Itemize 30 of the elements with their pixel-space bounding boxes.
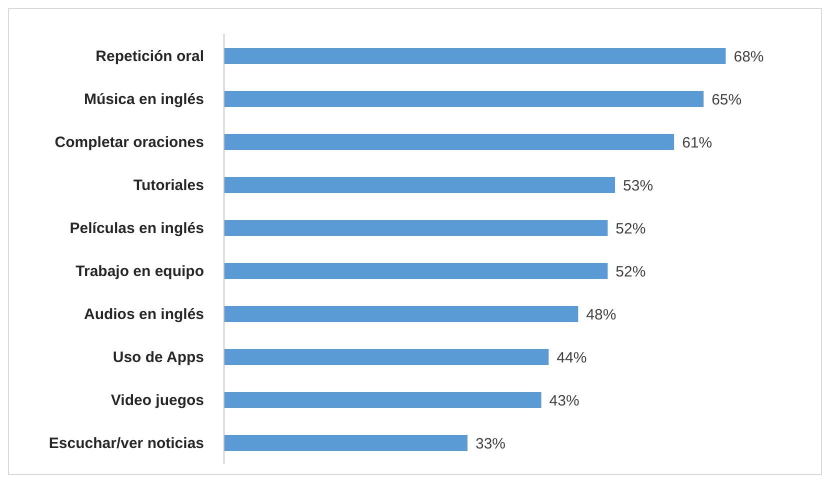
y-tick-label: Repetición oral	[96, 48, 204, 65]
y-tick-label: Trabajo en equipo	[76, 262, 204, 280]
bar	[224, 392, 542, 408]
y-tick-label: Uso de Apps	[112, 348, 204, 366]
bar	[224, 435, 468, 451]
data-label: 33%	[475, 435, 506, 452]
bar	[224, 134, 674, 150]
data-label: 52%	[616, 263, 646, 280]
bar	[224, 177, 616, 193]
bar	[224, 48, 726, 64]
data-label: 52%	[616, 220, 646, 238]
data-label: 61%	[682, 134, 712, 152]
y-tick-label: Completar oraciones	[54, 134, 204, 151]
data-label: 65%	[712, 91, 742, 108]
data-label: 53%	[623, 177, 654, 194]
data-label: 48%	[586, 306, 616, 324]
data-label: 43%	[549, 392, 580, 410]
bar	[224, 349, 549, 365]
y-tick-label: Audios en inglés	[84, 306, 204, 323]
bar	[224, 91, 704, 107]
y-tick-label: Escuchar/ver noticias	[48, 434, 204, 452]
y-tick-label: Películas en inglés	[70, 220, 204, 237]
bar	[224, 263, 608, 279]
bar	[224, 220, 608, 236]
y-tick-label: Música en inglés	[84, 90, 204, 108]
data-label: 44%	[556, 349, 587, 366]
y-tick-label: Tutoriales	[133, 176, 204, 194]
data-label: 68%	[734, 48, 764, 66]
bar	[224, 306, 578, 322]
y-tick-label: Video juegos	[110, 392, 204, 409]
